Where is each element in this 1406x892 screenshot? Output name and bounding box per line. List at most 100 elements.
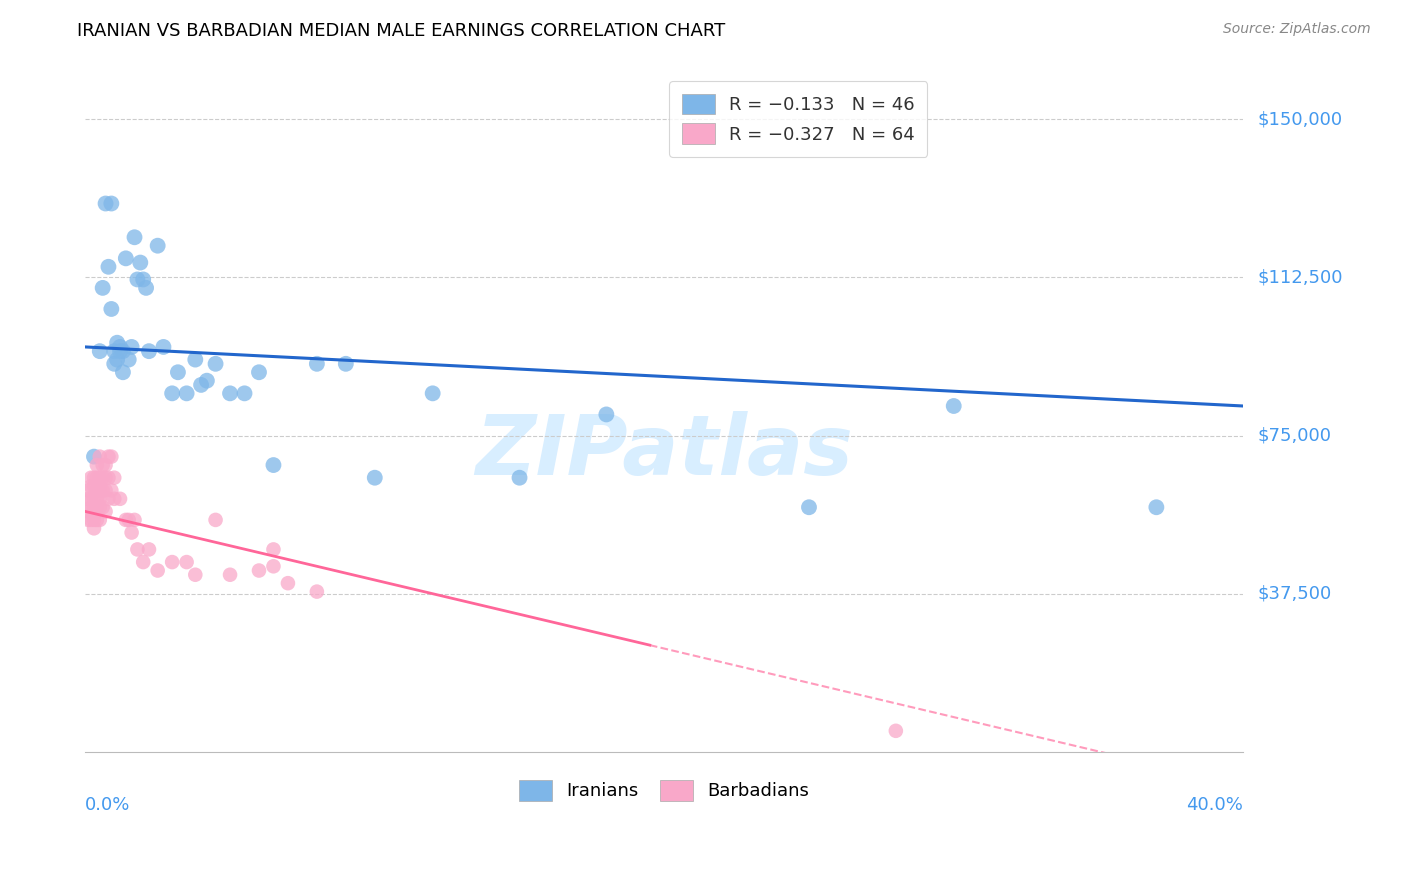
Point (204, 357, 226, 371)
Point (77, 513, 100, 527)
Point (111, 365, 134, 379)
Point (77, 504, 100, 518)
Point (89, 479, 111, 493)
Point (121, 525, 143, 540)
Point (83, 471, 105, 485)
Point (121, 340, 143, 354)
Point (160, 555, 183, 569)
Point (422, 386, 444, 401)
Point (262, 542, 284, 557)
Point (124, 230, 146, 244)
Point (884, 723, 907, 738)
Point (80, 471, 103, 485)
Point (111, 344, 134, 359)
Point (118, 513, 141, 527)
Point (595, 408, 617, 422)
Point (184, 567, 207, 582)
Point (138, 344, 160, 359)
Point (219, 567, 242, 582)
Point (94, 483, 117, 498)
Point (364, 471, 387, 485)
Point (127, 542, 149, 557)
Point (89, 450, 111, 464)
Point (83, 500, 105, 515)
Point (83, 479, 105, 493)
Point (100, 196, 122, 211)
Point (184, 352, 207, 367)
Point (100, 301, 122, 316)
Text: IRANIAN VS BARBADIAN MEDIAN MALE EARNINGS CORRELATION CHART: IRANIAN VS BARBADIAN MEDIAN MALE EARNING… (77, 22, 725, 40)
Legend: Iranians, Barbadians: Iranians, Barbadians (512, 772, 817, 808)
Point (80, 479, 103, 493)
Point (105, 352, 128, 367)
Point (103, 357, 125, 371)
Point (146, 564, 169, 578)
Point (305, 357, 328, 371)
Point (176, 386, 198, 401)
Point (91, 483, 114, 498)
Point (91, 471, 114, 485)
Point (103, 344, 125, 359)
Point (89, 500, 111, 515)
Point (83, 491, 105, 506)
Point (114, 513, 136, 527)
Point (83, 508, 105, 523)
Point (91, 500, 114, 515)
Point (86, 471, 108, 485)
Point (797, 500, 820, 515)
Point (80, 500, 103, 515)
Point (219, 386, 242, 401)
Point (176, 555, 198, 569)
Point (100, 450, 122, 464)
Text: $37,500: $37,500 (1257, 585, 1331, 603)
Point (204, 513, 226, 527)
Point (103, 471, 125, 485)
Point (89, 471, 111, 485)
Point (942, 399, 965, 413)
Point (83, 513, 105, 527)
Point (94, 471, 117, 485)
Point (127, 272, 149, 286)
Text: $75,000: $75,000 (1257, 426, 1331, 444)
Point (129, 255, 152, 269)
Text: 40.0%: 40.0% (1187, 797, 1243, 814)
Point (509, 471, 531, 485)
Point (190, 378, 212, 392)
Point (135, 281, 157, 295)
Point (86, 491, 108, 506)
Point (118, 352, 141, 367)
Point (89, 483, 111, 498)
Point (91, 281, 114, 295)
Point (89, 344, 111, 359)
Text: ZIPatlas: ZIPatlas (475, 410, 853, 491)
Point (100, 483, 122, 498)
Point (77, 491, 100, 506)
Point (86, 458, 108, 472)
Point (108, 491, 131, 506)
Point (305, 584, 328, 599)
Point (167, 365, 190, 379)
Point (132, 272, 155, 286)
Text: $112,500: $112,500 (1257, 268, 1343, 286)
Point (103, 491, 125, 506)
Text: 0.0%: 0.0% (86, 797, 131, 814)
Point (124, 513, 146, 527)
Point (97, 260, 120, 274)
Point (195, 374, 218, 388)
Point (94, 504, 117, 518)
Point (138, 542, 160, 557)
Point (335, 357, 357, 371)
Point (97, 450, 120, 464)
Point (97, 491, 120, 506)
Point (233, 386, 256, 401)
Point (262, 458, 284, 472)
Point (77, 483, 100, 498)
Point (146, 238, 169, 252)
Point (247, 365, 270, 379)
Text: Source: ZipAtlas.com: Source: ZipAtlas.com (1223, 22, 1371, 37)
Point (262, 559, 284, 574)
Point (89, 513, 111, 527)
Point (86, 500, 108, 515)
Point (91, 458, 114, 472)
Point (132, 555, 155, 569)
